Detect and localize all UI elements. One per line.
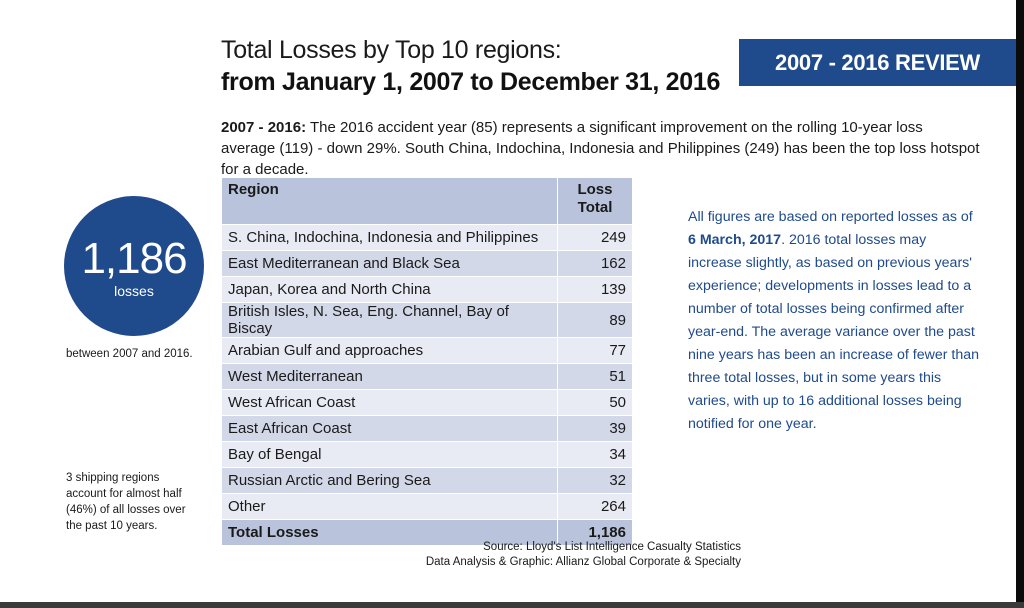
total-losses-circle: 1,186 losses — [64, 196, 204, 336]
total-label-cell: Total Losses — [222, 519, 558, 545]
region-cell: Arabian Gulf and approaches — [222, 337, 558, 364]
loss-total-cell: 39 — [557, 415, 632, 442]
circle-number: 1,186 — [81, 234, 187, 283]
table-row: West African Coast 50 — [222, 389, 632, 416]
loss-total-cell: 32 — [557, 467, 632, 494]
side-note: 3 shipping regions account for almost ha… — [66, 472, 186, 532]
table-row: West Mediterranean 51 — [222, 363, 632, 390]
header-region: Region — [222, 178, 558, 225]
total-value-cell: 1,186 — [557, 519, 632, 545]
table-row: Other 264 — [222, 493, 632, 520]
note-date: 6 March, 2017 — [688, 232, 782, 248]
review-badge: 2007 - 2016 REVIEW — [739, 39, 1016, 86]
page-edge-bottom — [0, 602, 1024, 608]
circle-caption: between 2007 and 2016. — [66, 348, 193, 360]
intro-text: The 2016 accident year (85) represents a… — [221, 119, 980, 178]
page-subtitle: from January 1, 2007 to December 31, 201… — [221, 68, 721, 96]
table-row: Japan, Korea and North China 139 — [222, 276, 632, 303]
loss-total-cell: 162 — [557, 250, 632, 277]
table-header-row: Region Loss Total — [222, 178, 632, 225]
region-cell: East African Coast — [222, 415, 558, 442]
region-cell: Russian Arctic and Bering Sea — [222, 467, 558, 494]
header-loss-total: Loss Total — [557, 178, 632, 225]
region-cell: British Isles, N. Sea, Eng. Channel, Bay… — [222, 302, 558, 338]
region-cell: S. China, Indochina, Indonesia and Phili… — [222, 224, 558, 251]
table-row: Russian Arctic and Bering Sea 32 — [222, 467, 632, 494]
loss-total-cell: 139 — [557, 276, 632, 303]
table-row: S. China, Indochina, Indonesia and Phili… — [222, 224, 632, 251]
region-cell: East Mediterranean and Black Sea — [222, 250, 558, 277]
intro-lead: 2007 - 2016: — [221, 119, 307, 136]
credit-line: Data Analysis & Graphic: Allianz Global … — [425, 556, 741, 568]
table-row: Bay of Bengal 34 — [222, 441, 632, 468]
source-credits: Source: Lloyd's List Intelligence Casual… — [380, 540, 741, 570]
table-total-row: Total Losses 1,186 — [222, 519, 632, 545]
loss-total-cell: 51 — [557, 363, 632, 390]
loss-total-cell: 50 — [557, 389, 632, 416]
page-edge-right — [1016, 0, 1024, 608]
intro-paragraph: 2007 - 2016: The 2016 accident year (85)… — [221, 117, 981, 180]
table-row: East African Coast 39 — [222, 415, 632, 442]
table-row: East Mediterranean and Black Sea 162 — [222, 250, 632, 277]
note-pre: All figures are based on reported losses… — [688, 209, 973, 225]
loss-total-cell: 264 — [557, 493, 632, 520]
losses-table: Region Loss Total S. China, Indochina, I… — [222, 178, 632, 545]
page-title: Total Losses by Top 10 regions: — [221, 36, 562, 64]
circle-label: losses — [114, 283, 154, 299]
loss-total-cell: 77 — [557, 337, 632, 364]
table-row: British Isles, N. Sea, Eng. Channel, Bay… — [222, 302, 632, 338]
region-cell: West Mediterranean — [222, 363, 558, 390]
loss-total-cell: 89 — [557, 302, 632, 338]
source-line: Source: Lloyd's List Intelligence Casual… — [483, 541, 741, 553]
loss-total-cell: 34 — [557, 441, 632, 468]
region-cell: West African Coast — [222, 389, 558, 416]
figures-note: All figures are based on reported losses… — [688, 206, 980, 436]
region-cell: Other — [222, 493, 558, 520]
table-row: Arabian Gulf and approaches 77 — [222, 337, 632, 364]
note-post: . 2016 total losses may increase slightl… — [688, 232, 980, 432]
loss-total-cell: 249 — [557, 224, 632, 251]
region-cell: Bay of Bengal — [222, 441, 558, 468]
region-cell: Japan, Korea and North China — [222, 276, 558, 303]
